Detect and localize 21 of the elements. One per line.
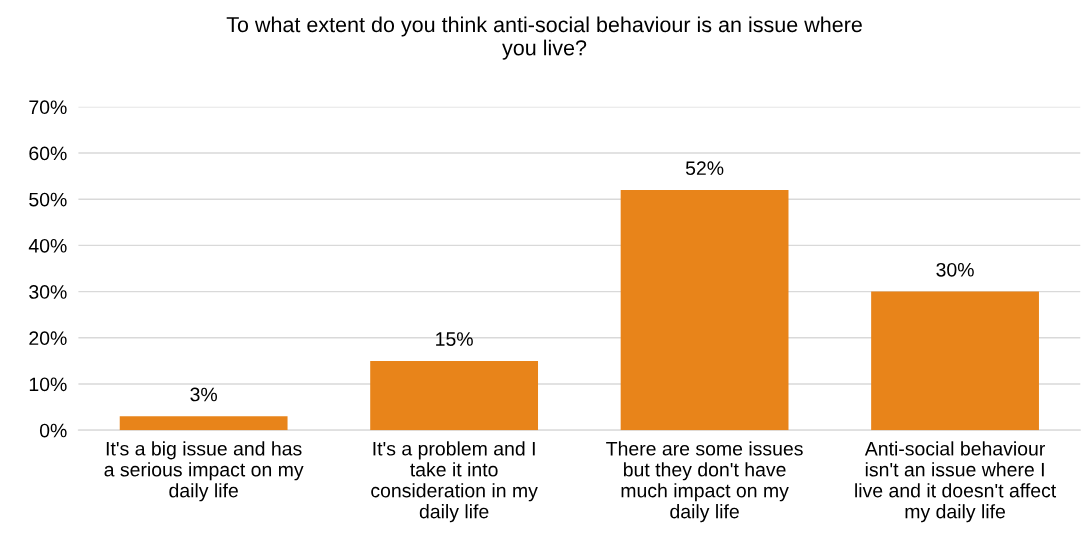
x-tick-label: It's a problem and I take it into consideration in my daily life xyxy=(371,441,538,523)
data-label: 3% xyxy=(190,387,217,402)
y-tick-label: 20% xyxy=(29,331,67,346)
y-tick-label: 40% xyxy=(28,238,67,253)
bar xyxy=(871,291,1039,431)
chart-title: To what extent do you think anti-social behaviour is an issue where you live? xyxy=(226,16,862,60)
x-tick-label: Anti-social behaviour isn't an issue where I live and it doesn't affect my daily life xyxy=(855,441,1057,523)
y-tick-label: 50% xyxy=(29,192,67,207)
y-tick-label: 60% xyxy=(29,146,67,161)
bar xyxy=(119,416,288,431)
y-tick-label: 70% xyxy=(29,100,67,115)
x-tick-label: It's a big issue and has a serious impact on my daily life xyxy=(104,441,304,502)
y-tick-label: 0% xyxy=(39,423,67,438)
data-label: 15% xyxy=(436,332,473,346)
data-label: 30% xyxy=(936,262,974,277)
y-tick-label: 10% xyxy=(29,377,67,392)
data-label: 52% xyxy=(685,161,724,176)
bar xyxy=(370,360,539,431)
y-tick-label: 30% xyxy=(29,285,67,299)
bar xyxy=(620,190,789,431)
x-tick-label: There are some issues but they don't have much impact on my daily life xyxy=(606,441,803,523)
